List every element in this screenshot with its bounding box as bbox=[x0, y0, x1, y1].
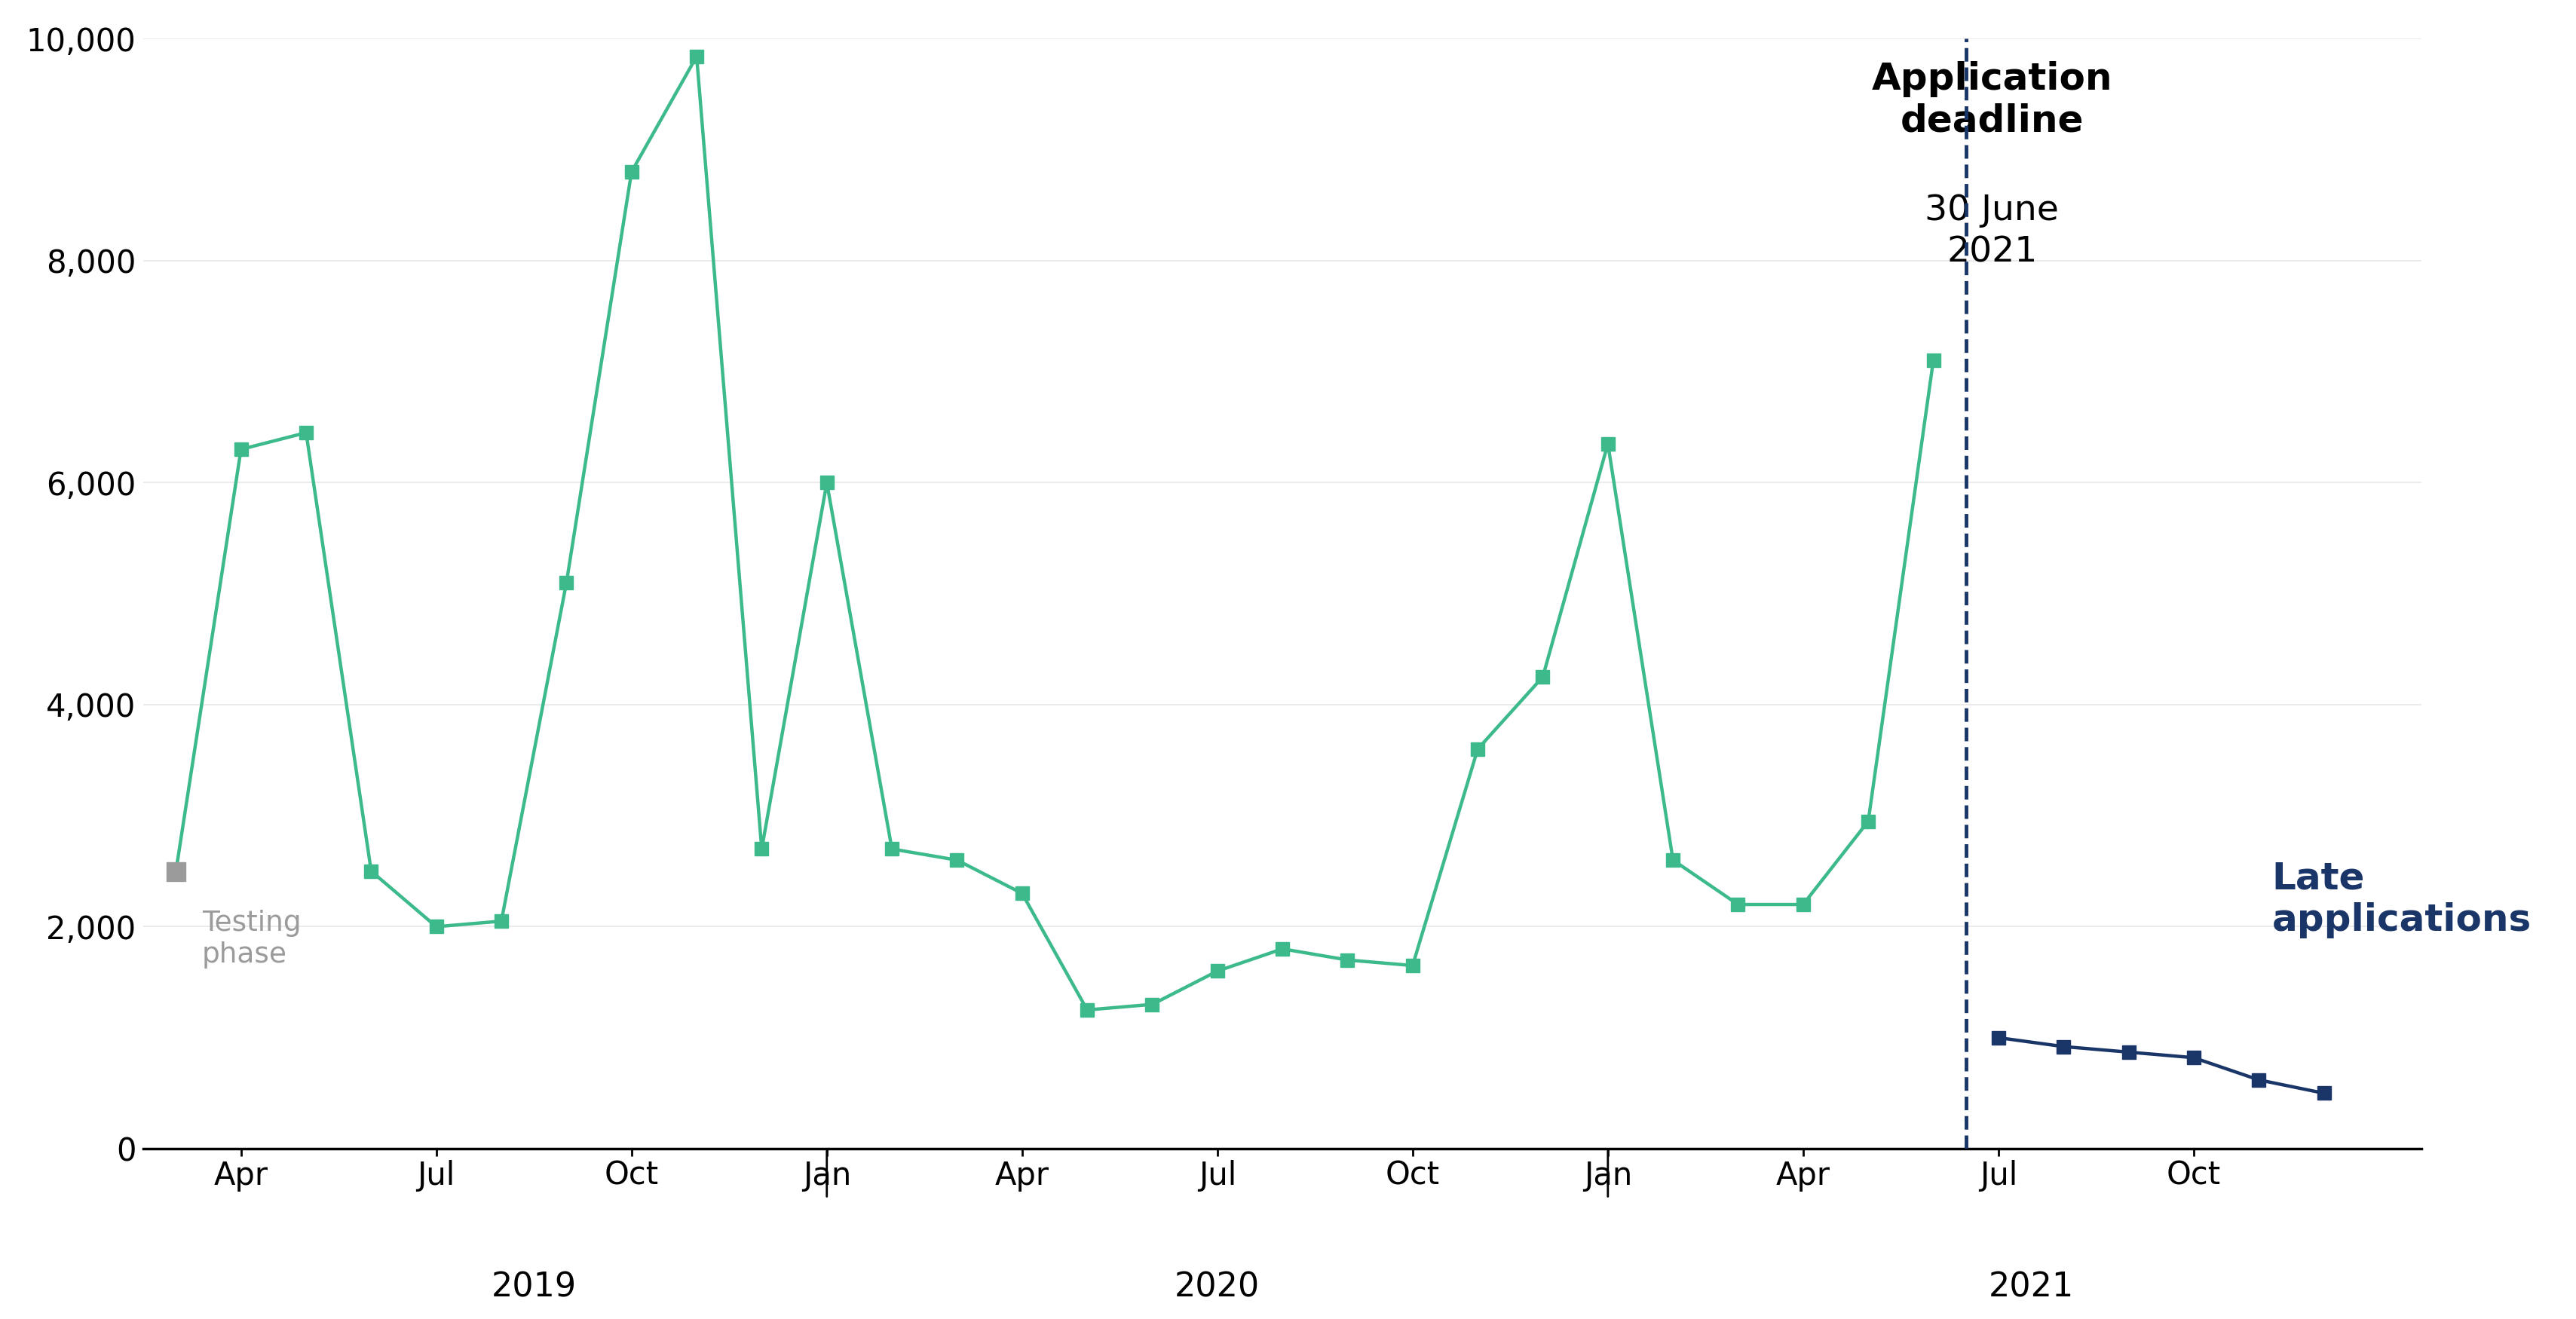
Text: 2020: 2020 bbox=[1175, 1270, 1260, 1303]
Text: 2021: 2021 bbox=[1989, 1270, 2074, 1303]
Text: 2019: 2019 bbox=[492, 1270, 577, 1303]
Text: Testing
phase: Testing phase bbox=[201, 910, 301, 968]
Text: 30 June
2021: 30 June 2021 bbox=[1924, 194, 2058, 270]
Text: Application
deadline: Application deadline bbox=[1873, 61, 2112, 138]
Text: Late
applications: Late applications bbox=[2272, 860, 2532, 938]
